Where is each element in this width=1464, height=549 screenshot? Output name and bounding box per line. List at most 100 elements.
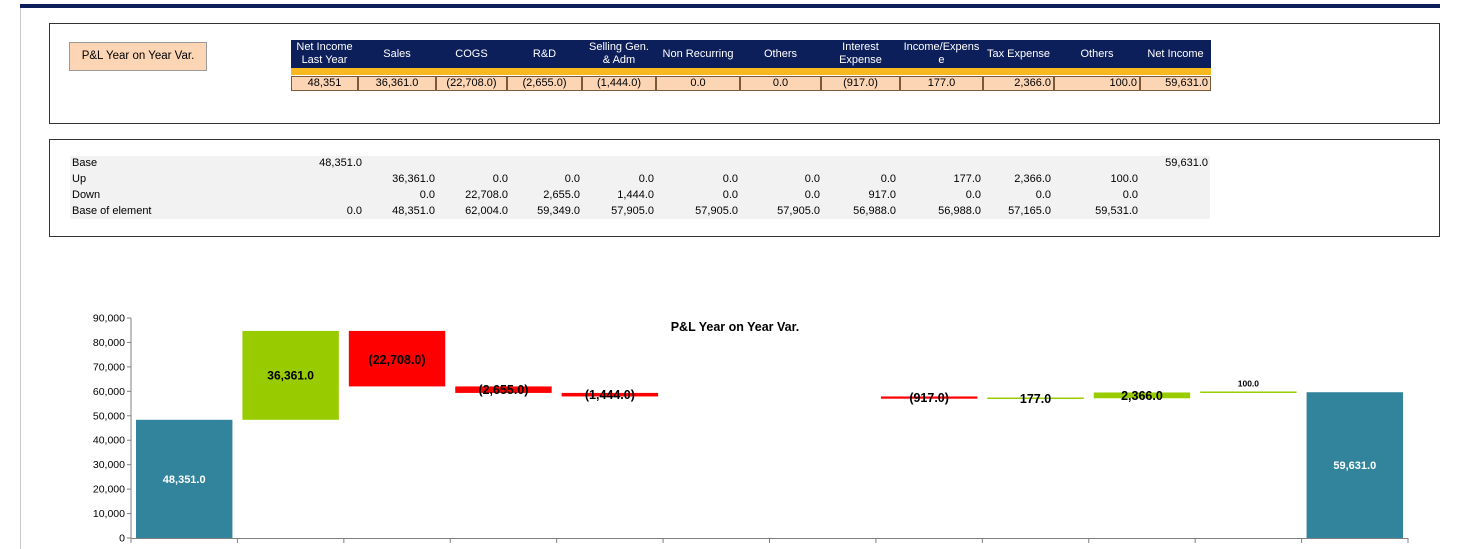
y-tick-label: 0 bbox=[119, 533, 125, 545]
header-col-2: COGS bbox=[436, 40, 507, 68]
calc-cell: 0.0 bbox=[1122, 189, 1138, 201]
top-accent-bar bbox=[20, 4, 1440, 8]
calc-cell: 62,004.0 bbox=[465, 205, 508, 217]
header-col-5: Non Recurring bbox=[656, 40, 740, 68]
header-col-4: Selling Gen. & Adm bbox=[582, 40, 656, 68]
header-col-3: R&D bbox=[507, 40, 582, 68]
value-cell-9[interactable]: 2,366.0 bbox=[983, 76, 1054, 91]
header-stripe bbox=[291, 68, 1211, 75]
calc-table-background bbox=[70, 156, 1210, 219]
value-cell-0[interactable]: 48,351 bbox=[291, 76, 358, 91]
calc-cell: 0.0 bbox=[1035, 189, 1051, 201]
calc-cell: 22,708.0 bbox=[465, 189, 508, 201]
y-tick-label: 90,000 bbox=[93, 313, 125, 325]
y-tick-label: 20,000 bbox=[93, 484, 125, 496]
calc-cell: 0.0 bbox=[722, 173, 738, 185]
header-col-8: Income/Expens e bbox=[900, 40, 983, 68]
header-col-label: COGS bbox=[455, 47, 488, 60]
value-cell-1[interactable]: 36,361.0 bbox=[358, 76, 436, 91]
calc-cell: 0.0 bbox=[880, 173, 896, 185]
y-tick-label: 30,000 bbox=[93, 459, 125, 471]
bar-up bbox=[987, 397, 1084, 400]
pnl-title-button[interactable]: P&L Year on Year Var. bbox=[69, 42, 207, 71]
value-cell-5[interactable]: 0.0 bbox=[656, 76, 740, 91]
header-col-label: Others bbox=[1080, 47, 1114, 60]
calc-cell: 0.0 bbox=[722, 189, 738, 201]
bar-up bbox=[242, 330, 339, 420]
calc-cell: 0.0 bbox=[804, 189, 820, 201]
calc-cell: 57,905.0 bbox=[695, 205, 738, 217]
y-tick-label: 10,000 bbox=[93, 508, 125, 520]
chart-title: P&L Year on Year Var. bbox=[670, 320, 800, 334]
bar-down bbox=[880, 396, 978, 399]
calc-cell: 59,349.0 bbox=[537, 205, 580, 217]
header-col-label: Net Income bbox=[1147, 47, 1204, 60]
variance-input-panel: P&L Year on Year Var. Net Income Last Ye… bbox=[49, 23, 1440, 124]
calc-cell: 0.0 bbox=[965, 189, 981, 201]
bar-data-label: (1,444.0) bbox=[585, 388, 635, 402]
value-cell-3[interactable]: (2,655.0) bbox=[507, 76, 582, 91]
calc-cell: 56,988.0 bbox=[938, 205, 981, 217]
header-col-label: Net Income Last Year bbox=[296, 41, 353, 66]
header-col-label: R&D bbox=[532, 47, 557, 60]
bar-data-label: 177.0 bbox=[1020, 392, 1051, 406]
header-col-label: Selling Gen. & Adm bbox=[589, 41, 649, 66]
bar-base bbox=[1306, 392, 1403, 538]
header-col-10: Others bbox=[1054, 40, 1140, 68]
bar-down bbox=[455, 386, 552, 393]
y-tick-label: 70,000 bbox=[93, 361, 125, 373]
calc-cell: 57,165.0 bbox=[1008, 205, 1051, 217]
calc-cell: 56,988.0 bbox=[853, 205, 896, 217]
bar-data-label: 48,351.0 bbox=[163, 474, 206, 486]
value-cell-10[interactable]: 100.0 bbox=[1054, 76, 1140, 91]
header-col-11: Net Income bbox=[1140, 40, 1211, 68]
bar-down bbox=[348, 330, 446, 387]
bar-up bbox=[1200, 391, 1297, 393]
calc-cell: 48,351.0 bbox=[319, 157, 362, 169]
y-tick-label: 50,000 bbox=[93, 410, 125, 422]
calc-row-label: Up bbox=[72, 173, 87, 185]
calc-cell: 2,366.0 bbox=[1014, 173, 1051, 185]
calc-cell: 0.0 bbox=[346, 205, 362, 217]
calc-cell: 100.0 bbox=[1110, 173, 1138, 185]
calc-cell: 48,351.0 bbox=[392, 205, 435, 217]
y-tick-label: 80,000 bbox=[93, 337, 125, 349]
header-col-1: Sales bbox=[358, 40, 436, 68]
calc-cell: 1,444.0 bbox=[617, 189, 654, 201]
header-col-0: Net Income Last Year bbox=[291, 40, 358, 68]
bar-up bbox=[1093, 392, 1191, 399]
y-tick-label: 60,000 bbox=[93, 386, 125, 398]
value-cell-6[interactable]: 0.0 bbox=[740, 76, 821, 91]
calc-cell: 0.0 bbox=[638, 173, 654, 185]
header-col-6: Others bbox=[740, 40, 821, 68]
value-cell-11[interactable]: 59,631.0 bbox=[1140, 76, 1211, 91]
calc-cell: 59,531.0 bbox=[1095, 205, 1138, 217]
calc-row-label: Base bbox=[72, 157, 98, 169]
calc-cell: 0.0 bbox=[492, 173, 508, 185]
waterfall-calc-panel: Base 48,351.0 59,631.0 Up 36,361.0 0.0 0.0 0.0 0… bbox=[49, 139, 1440, 237]
header-col-9: Tax Expense bbox=[983, 40, 1054, 68]
header-col-label: Tax Expense bbox=[987, 47, 1050, 60]
bar-data-label: 100.0 bbox=[1238, 378, 1260, 388]
header-col-label: Non Recurring bbox=[662, 47, 734, 60]
y-tick-label: 40,000 bbox=[93, 435, 125, 447]
calc-cell: 0.0 bbox=[419, 189, 435, 201]
value-cell-8[interactable]: 177.0 bbox=[900, 76, 983, 91]
calc-cell: 917.0 bbox=[868, 189, 896, 201]
bar-base bbox=[136, 419, 233, 538]
calc-row-label: Down bbox=[72, 189, 101, 201]
bar-data-label: 59,631.0 bbox=[1333, 460, 1376, 472]
bar-data-label: (22,708.0) bbox=[369, 353, 426, 367]
calc-row-label: Base of element bbox=[72, 205, 152, 217]
value-cell-7[interactable]: (917.0) bbox=[821, 76, 900, 91]
calc-cell: 2,655.0 bbox=[543, 189, 580, 201]
value-cell-2[interactable]: (22,708.0) bbox=[436, 76, 507, 91]
value-cell-4[interactable]: (1,444.0) bbox=[582, 76, 656, 91]
header-col-label: Income/Expens e bbox=[903, 41, 980, 66]
bar-down bbox=[561, 392, 659, 397]
calc-cell: 57,905.0 bbox=[777, 205, 820, 217]
header-col-label: Others bbox=[763, 47, 797, 60]
bar-data-label: 2,366.0 bbox=[1121, 389, 1163, 403]
header-col-label: Interest Expense bbox=[839, 41, 882, 66]
